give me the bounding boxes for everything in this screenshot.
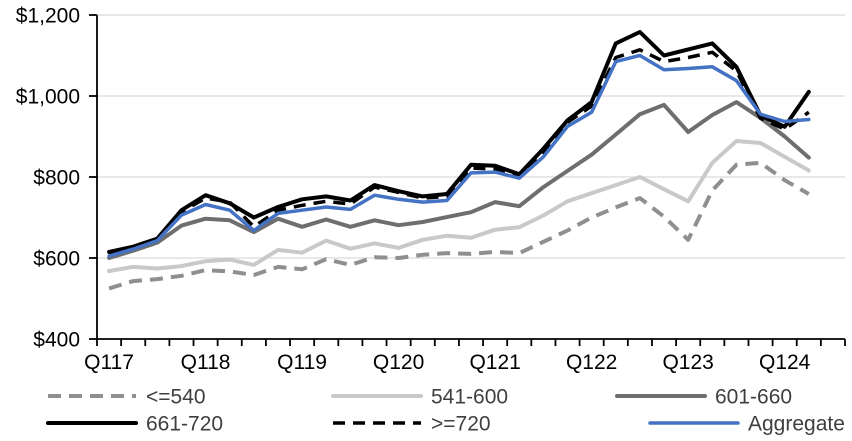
x-axis-label: Q117 xyxy=(84,351,134,374)
series-line-541-600 xyxy=(107,139,811,273)
x-axis-label: Q123 xyxy=(662,351,713,374)
x-axis-label: Q124 xyxy=(759,351,811,374)
x-axis-label: Q118 xyxy=(181,351,231,374)
legend-label: <=540 xyxy=(146,386,206,409)
y-axis-label: $1,200 xyxy=(16,5,80,28)
legend-label: 661-720 xyxy=(146,413,223,436)
y-axis-label: $1,000 xyxy=(16,86,80,109)
x-axis-label: Q119 xyxy=(277,351,327,374)
series-line-661-720 xyxy=(107,30,811,254)
legend-label: >=720 xyxy=(431,413,491,436)
x-axis-label: Q120 xyxy=(373,351,424,374)
legend-label: 601-660 xyxy=(715,386,792,409)
x-axis-label: Q121 xyxy=(469,351,520,374)
x-axis-label: Q122 xyxy=(566,351,617,374)
legend-label: Aggregate xyxy=(748,413,845,436)
series-line-720 xyxy=(108,48,810,257)
series-line-aggregate xyxy=(107,53,811,258)
y-axis-label: $400 xyxy=(33,329,80,352)
series-line-540 xyxy=(108,160,810,291)
series-line-601-660 xyxy=(107,100,811,260)
y-axis-label: $600 xyxy=(33,248,80,271)
y-axis-label: $800 xyxy=(33,167,80,190)
legend-label: 541-600 xyxy=(431,386,508,409)
